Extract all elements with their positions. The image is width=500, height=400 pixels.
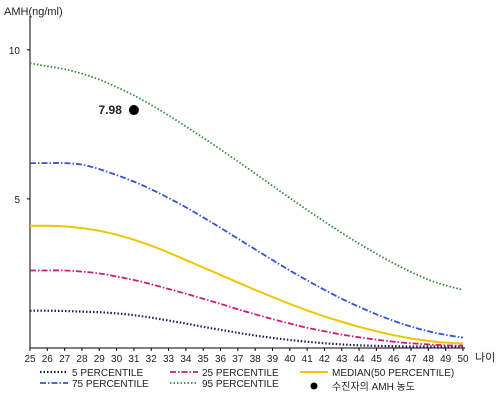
x-tick-label: 26 <box>42 354 54 365</box>
series-lines <box>29 62 464 348</box>
x-tick-label: 43 <box>336 354 348 365</box>
x-tick-label: 45 <box>371 354 383 365</box>
x-tick-label: 49 <box>440 354 452 365</box>
legend: 5 PERCENTILE 25 PERCENTILE MEDIAN(50 PERCE… <box>40 368 454 393</box>
series-line <box>30 269 464 347</box>
x-axis-label: 나이 <box>475 351 495 364</box>
legend-label: 25 PERCENTILE <box>202 368 279 379</box>
x-tick-label: 46 <box>388 354 400 365</box>
x-tick-label: 34 <box>180 354 192 365</box>
series-line <box>29 162 464 339</box>
series-line <box>29 224 464 345</box>
legend-marker-swatch <box>310 382 318 390</box>
x-tick-label: 33 <box>163 354 175 365</box>
legend-label: 75 PERCENTILE <box>72 379 149 390</box>
legend-marker-label: 수진자의 AMH 농도 <box>332 381 415 393</box>
x-tick-label: 41 <box>302 354 314 365</box>
x-tick-label: 44 <box>354 354 366 365</box>
x-tick-label: 25 <box>24 354 36 365</box>
x-tick-label: 31 <box>128 354 140 365</box>
series-line <box>29 62 464 291</box>
y-tick-label: 5 <box>14 195 20 206</box>
x-tick-labels: 25 26 27 28 29 30 31 32 33 34 35 36 37 38 39 40 41 42 43 44… <box>24 348 469 365</box>
y-tick-labels: 5 10 <box>9 46 30 206</box>
x-tick-label: 40 <box>284 354 296 365</box>
legend-label: 95 PERCENTILE <box>202 379 279 390</box>
x-tick-label: 28 <box>76 354 88 365</box>
x-tick-label: 48 <box>423 354 435 365</box>
x-tick-label: 30 <box>111 354 123 365</box>
x-tick-label: 38 <box>250 354 262 365</box>
x-tick-label: 29 <box>94 354 106 365</box>
axes <box>29 16 465 349</box>
marker-point <box>128 105 139 116</box>
patient-marker: 7.98 <box>99 103 139 117</box>
y-axis-label: AMH(ng/ml) <box>4 6 63 18</box>
x-tick-label: 32 <box>146 354 158 365</box>
x-tick-label: 39 <box>267 354 279 365</box>
x-tick-label: 37 <box>232 354 244 365</box>
legend-label: MEDIAN(50 PERCENTILE) <box>332 368 454 379</box>
x-tick-label: 50 <box>457 354 469 365</box>
x-tick-label: 27 <box>59 354 71 365</box>
y-tick-label: 10 <box>9 46 21 57</box>
x-tick-label: 47 <box>405 354 417 365</box>
legend-label: 5 PERCENTILE <box>72 368 143 379</box>
series-line <box>29 309 463 348</box>
marker-value-label: 7.98 <box>99 103 123 117</box>
x-tick-label: 42 <box>319 354 331 365</box>
x-tick-label: 36 <box>215 354 227 365</box>
x-tick-label: 35 <box>198 354 210 365</box>
